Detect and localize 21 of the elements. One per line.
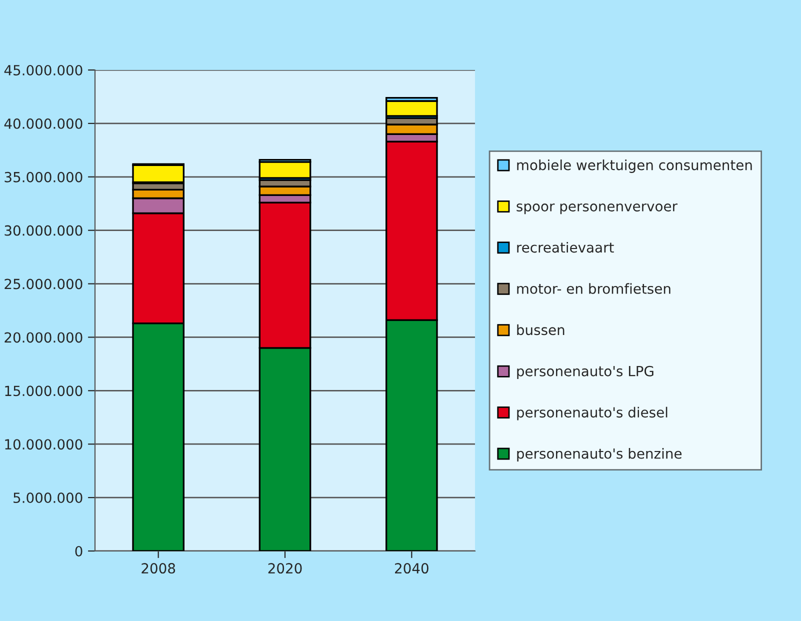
legend-label: recreatievaart	[517, 242, 614, 253]
y-tick-label: 40.000.000	[4, 118, 82, 129]
x-tick-label: 2020	[268, 563, 302, 574]
y-tick-label: 20.000.000	[4, 332, 82, 343]
legend-label: spoor personenvervoer	[516, 204, 678, 214]
x-tick-label: 2008	[142, 563, 176, 574]
y-tick-label: 25.000.000	[4, 278, 82, 290]
legend-label: personenauto's diesel	[517, 406, 668, 420]
y-tick-label: 30.000.000	[4, 225, 82, 236]
legend-label: motor- en bromfietsen	[517, 283, 670, 294]
legend-label: bussen	[517, 324, 564, 336]
legend-label: personenauto's benzine	[517, 448, 682, 462]
y-tick-label: 45.000.000	[4, 64, 82, 76]
x-tick-label: 2040	[395, 563, 428, 574]
y-tick-label: 10.000.000	[5, 439, 82, 450]
y-tick-label: 5.000.000	[14, 492, 82, 504]
legend-label: personenauto's LPG	[517, 366, 654, 380]
y-tick-label: 0	[75, 546, 82, 556]
y-tick-label: 35.000.000	[4, 172, 82, 182]
legend-label: mobiele werktuigen consumenten	[517, 160, 752, 173]
y-tick-label: 15.000.000	[5, 386, 82, 396]
